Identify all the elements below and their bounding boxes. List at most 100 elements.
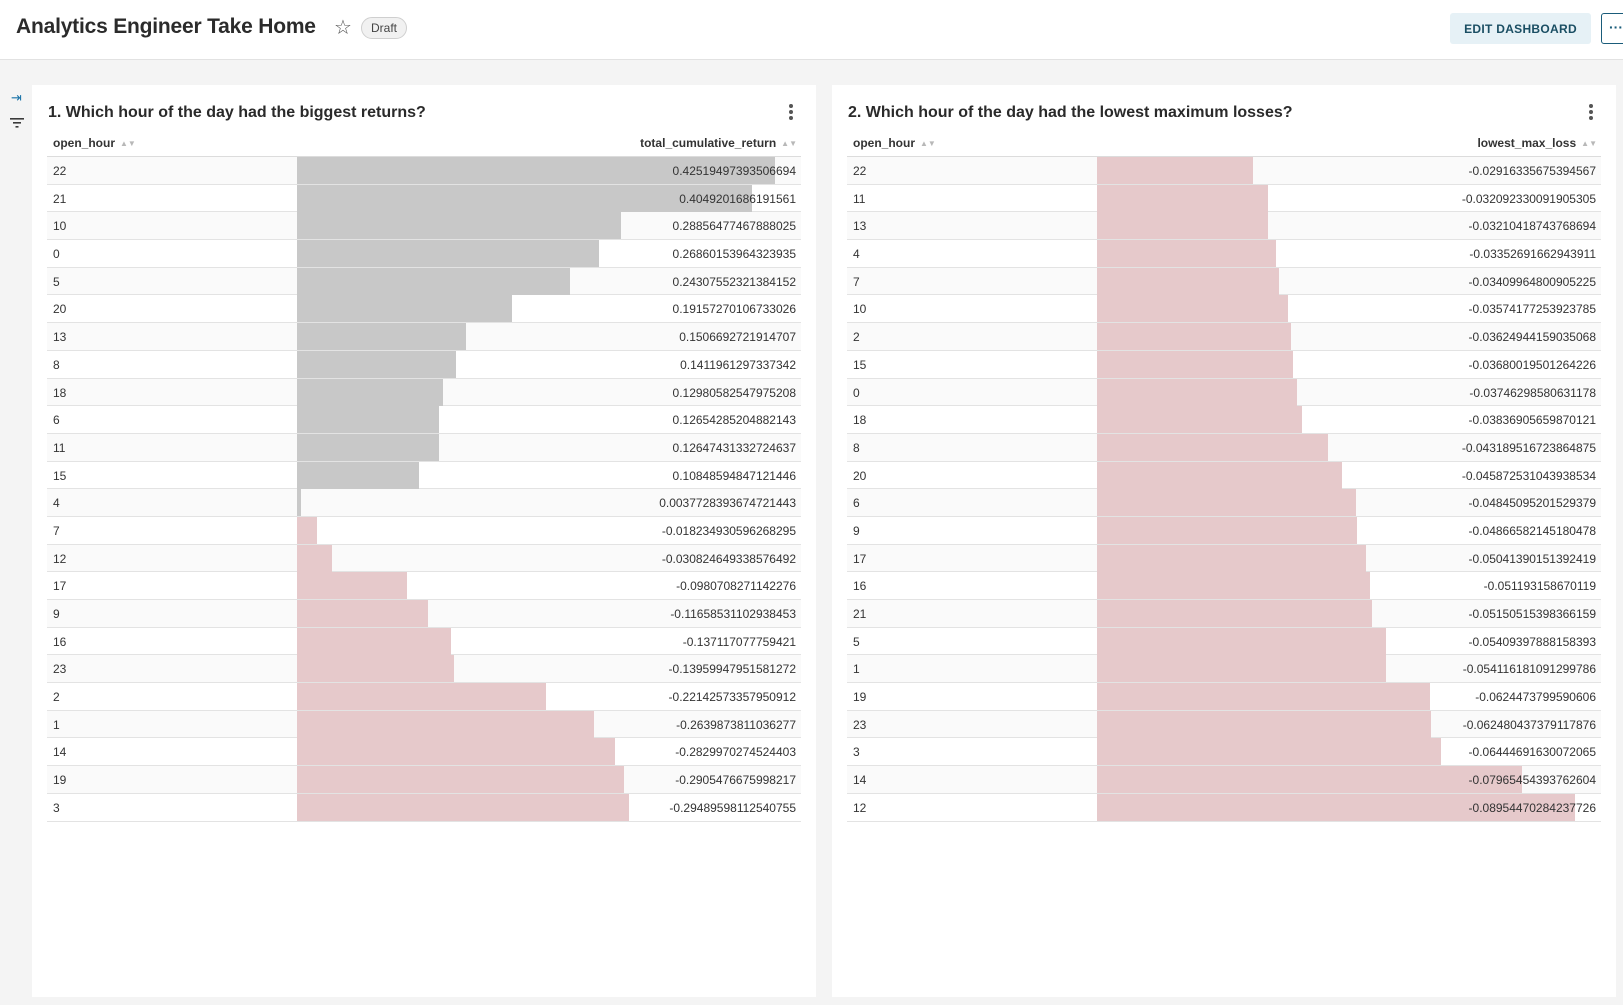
expand-sidebar-icon[interactable]: ⇥ [11, 90, 22, 105]
value-cell: -0.030824649338576492 [661, 551, 796, 566]
value-cell: 0.42519497393506694 [672, 164, 796, 178]
value-bar [1097, 600, 1372, 627]
value-cell: 0.28856477467888025 [672, 219, 796, 234]
table-row: 15 -0.03680019501264226 [847, 350, 1601, 379]
value-bar [1097, 323, 1291, 351]
open-hour-cell: 15 [853, 357, 867, 372]
table-row: 3 -0.06444691630072065 [847, 738, 1601, 767]
open-hour-cell: 5 [53, 274, 60, 289]
open-hour-cell: 20 [853, 468, 867, 483]
open-hour-cell: 11 [853, 191, 866, 206]
column-header-value[interactable]: total_cumulative_return ▲▼ [640, 136, 797, 150]
table-row: 4 -0.03352691662943911 [847, 240, 1601, 268]
open-hour-cell: 1 [53, 717, 60, 732]
table-row: 22 0.42519497393506694 [47, 157, 801, 185]
table-row: 16 -0.051193158670119 [847, 572, 1601, 600]
table-row: 0 -0.03746298580631178 [847, 378, 1601, 407]
table-row: 5 0.24307552321384152 [47, 267, 801, 296]
value-bar [297, 600, 429, 627]
open-hour-cell: 6 [53, 413, 60, 428]
value-bar [1097, 793, 1575, 821]
table-row: 20 0.19157270106733026 [47, 295, 801, 324]
table-row: 9 -0.11658531102938453 [47, 600, 801, 628]
value-bar [1097, 240, 1276, 268]
open-hour-cell: 5 [853, 634, 860, 649]
value-bar [297, 683, 546, 711]
value-bar [297, 766, 624, 794]
table-row: 17 -0.0980708271142276 [47, 572, 801, 600]
table-row: 14 -0.07965454393762604 [847, 766, 1601, 794]
value-bar [297, 406, 440, 434]
open-hour-cell: 20 [53, 302, 67, 317]
open-hour-cell: 8 [853, 440, 860, 455]
open-hour-cell: 12 [53, 551, 67, 566]
open-hour-cell: 18 [53, 385, 67, 400]
open-hour-cell: 23 [53, 662, 67, 677]
open-hour-cell: 7 [53, 523, 60, 538]
value-cell: -0.04866582145180478 [1468, 523, 1596, 538]
value-bar [297, 378, 443, 406]
table-row: 18 -0.03836905659870121 [847, 406, 1601, 434]
edit-dashboard-button[interactable]: EDIT DASHBOARD [1450, 13, 1591, 44]
open-hour-cell: 14 [53, 745, 67, 760]
star-icon[interactable]: ☆ [334, 17, 352, 39]
sort-icon: ▲▼ [781, 139, 797, 148]
open-hour-cell: 17 [53, 579, 67, 594]
table-header: open_hour ▲▼ lowest_max_loss ▲▼ [847, 131, 1601, 157]
value-bar [1097, 738, 1442, 766]
open-hour-cell: 9 [853, 523, 860, 538]
value-cell: -0.29489598112540755 [669, 800, 796, 815]
open-hour-cell: 19 [53, 773, 67, 788]
open-hour-cell: 6 [853, 496, 860, 511]
panel-title: 1. Which hour of the day had the biggest… [48, 104, 426, 121]
open-hour-cell: 7 [853, 274, 860, 289]
panel-title: 2. Which hour of the day had the lowest … [848, 104, 1293, 121]
table-row: 19 -0.2905476675998217 [47, 766, 801, 794]
value-bar [297, 489, 302, 517]
value-cell: 0.12647431332724637 [672, 440, 796, 455]
value-cell: -0.03409964800905225 [1468, 274, 1596, 289]
value-cell: -0.03680019501264226 [1468, 357, 1596, 372]
table-row: 9 -0.04866582145180478 [847, 516, 1601, 545]
value-cell: -0.0624473799590606 [1475, 690, 1596, 705]
column-header-open-hour[interactable]: open_hour ▲▼ [53, 136, 136, 150]
value-cell: -0.054116181091299786 [1462, 662, 1596, 677]
value-bar [297, 461, 419, 489]
value-bar [297, 710, 594, 738]
panel-menu-icon[interactable] [1586, 103, 1596, 123]
open-hour-cell: 13 [853, 219, 867, 234]
table-row: 11 -0.032092330091905305 [847, 184, 1601, 213]
value-bar [297, 184, 753, 212]
table-row: 13 0.1506692721914707 [47, 323, 801, 351]
table-row: 10 0.28856477467888025 [47, 212, 801, 241]
table-row: 18 0.12980582547975208 [47, 378, 801, 407]
panel-menu-icon[interactable] [786, 103, 796, 123]
value-cell: -0.03836905659870121 [1468, 413, 1596, 428]
filter-icon[interactable] [8, 116, 25, 133]
value-cell: 0.12980582547975208 [672, 385, 796, 400]
value-bar [1097, 184, 1269, 212]
open-hour-cell: 10 [853, 302, 867, 317]
sort-icon: ▲▼ [920, 139, 936, 148]
open-hour-cell: 14 [853, 773, 867, 788]
open-hour-cell: 21 [853, 607, 867, 621]
table-row: 13 -0.03210418743768694 [847, 212, 1601, 241]
table-row: 4 0.0037728393674721443 [47, 489, 801, 517]
open-hour-cell: 15 [53, 468, 67, 483]
more-options-button[interactable]: ··· [1601, 13, 1623, 44]
value-cell: -0.05150515398366159 [1468, 607, 1596, 621]
table-header: open_hour ▲▼ total_cumulative_return ▲▼ [47, 131, 801, 157]
column-header-value[interactable]: lowest_max_loss ▲▼ [1477, 136, 1597, 150]
table-row: 19 -0.0624473799590606 [847, 683, 1601, 711]
open-hour-cell: 0 [53, 247, 60, 262]
value-cell: -0.2639873811036277 [676, 717, 796, 732]
column-header-open-hour[interactable]: open_hour ▲▼ [853, 136, 936, 150]
value-cell: 0.26860153964323935 [672, 247, 796, 262]
table-row: 12 -0.08954470284237726 [847, 793, 1601, 822]
value-bar [297, 627, 452, 655]
open-hour-cell: 0 [853, 385, 860, 400]
value-bar [1097, 433, 1328, 461]
open-hour-cell: 2 [53, 690, 60, 705]
open-hour-cell: 13 [53, 330, 67, 345]
open-hour-cell: 8 [53, 357, 60, 372]
